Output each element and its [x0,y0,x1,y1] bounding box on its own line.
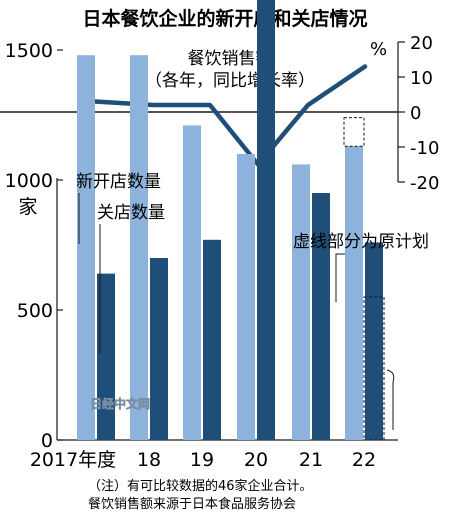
line-chart-subtitle: （各年，同比增长率） [145,71,315,91]
bar-close-18 [150,258,168,440]
bar-ytick-label: 1000 [5,170,53,192]
bar-xtick-label: 22 [352,449,376,471]
footnote-comparable: （注）有可比较数据的46家企业合计。 [88,478,313,494]
chart-title: 日本餐饮企业的新开店和关店情况 [82,7,367,30]
bar-ytick-label: 0 [41,430,53,452]
sales-growth-line-chart: 餐饮销售额 （各年，同比增长率） % 20 10 0 -10 -20 [0,33,439,194]
planned-close-leader [386,369,395,430]
planned-annotation: 虚线部分为原计划 [293,232,429,252]
bar-ytick-label: 500 [17,300,53,322]
bar-close-20 [257,0,275,440]
bar-open-21 [292,164,310,440]
line-ytick-label: 20 [410,33,433,54]
legend-open-label: 新开店数量 [76,172,161,192]
bar-xtick-label: 18 [137,449,161,471]
line-unit-label: % [370,39,387,60]
bar-open-19 [183,125,201,441]
bar-xtick-label: 2017年度 [30,449,116,471]
bar-close-21 [312,193,330,440]
bar-open-22 [345,146,363,440]
watermark: 日经中文网 [90,396,150,411]
bar-xtick-label: 19 [190,449,214,471]
line-ytick-label: 10 [410,68,433,89]
planned-annotation-leader [335,253,345,302]
planned-close-box [363,296,385,441]
bar-close-2017 [97,273,115,440]
line-chart-title: 餐饮销售额 [188,49,273,69]
bar-open-20 [237,154,255,440]
bar-open-2017 [77,55,95,440]
bar-close-19 [203,239,221,440]
bar-open-18 [130,55,148,440]
bar-xtick-label: 20 [244,449,268,471]
planned-open-box [343,117,365,147]
bar-close-22 [365,242,383,440]
line-ytick-label: 0 [410,103,421,124]
bar-ytick-label: 1500 [5,40,53,62]
footnote-source: 餐饮销售额来源于日本食品服务协会 [88,496,296,512]
bar-unit-label: 家 [18,196,37,218]
bar-xtick-label: 21 [299,449,323,471]
line-ytick-label: -20 [410,173,439,194]
legend-close-label: 关店数量 [97,203,165,223]
line-ytick-label: -10 [410,138,439,159]
